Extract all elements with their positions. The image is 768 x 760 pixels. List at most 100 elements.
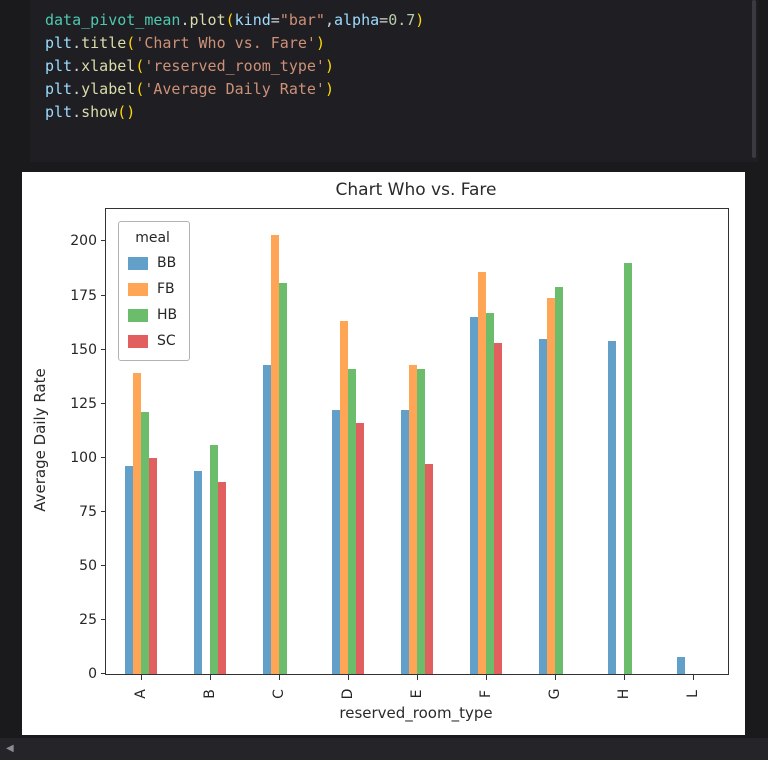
plot-area: meal BB FB HB SC 0 25 50 75 100 125 150 175 200 A B C D… (70, 208, 729, 699)
code-token[interactable]: = (379, 11, 389, 29)
x-tick-label: B (201, 689, 218, 699)
bar-bb (262, 364, 271, 674)
legend-label: SC (157, 333, 176, 349)
bar-fb (132, 373, 141, 674)
code-token[interactable]: 0.7 (388, 11, 416, 29)
y-tick-mark (101, 402, 106, 404)
bar-sc (425, 464, 433, 674)
y-tick-label: 200 (70, 233, 97, 250)
bar-hb (347, 369, 356, 674)
code-token[interactable]: ) (324, 80, 334, 98)
y-tick-mark (101, 456, 106, 458)
y-tick-label: 175 (70, 287, 97, 304)
bar-bb (193, 470, 202, 674)
legend-item: HB (128, 302, 177, 328)
bar-group (331, 321, 364, 674)
scroll-left-icon[interactable]: ◀ (6, 743, 14, 754)
bar-hb (209, 444, 218, 674)
code-token[interactable]: . (72, 103, 82, 121)
code-line[interactable]: plt.title('Chart Who vs. Fare') (45, 32, 758, 55)
code-token[interactable]: plt (45, 34, 73, 52)
legend: meal BB FB HB SC (118, 221, 191, 361)
code-token[interactable]: ) (324, 57, 334, 75)
bar-sc (355, 423, 364, 674)
x-tick-label: E (409, 689, 425, 699)
code-token[interactable]: , (324, 11, 334, 29)
code-token[interactable]: . (72, 34, 82, 52)
scrollbar-thumb[interactable] (752, 0, 756, 158)
code-token[interactable]: ( (126, 34, 136, 52)
y-tick-mark (101, 618, 106, 620)
code-token[interactable]: ( (135, 57, 145, 75)
code-cell[interactable]: data_pivot_mean.plot(kind="bar",alpha=0.… (30, 0, 758, 162)
code-token[interactable]: plot (189, 11, 226, 29)
code-token[interactable]: ) (415, 11, 425, 29)
bar-fb (547, 297, 556, 674)
code-token[interactable]: data_pivot_mean (45, 11, 181, 29)
bar-group (677, 656, 709, 674)
y-axis-label: Average Daily Rate (31, 368, 49, 512)
code-token[interactable]: 'Average Daily Rate' (144, 80, 325, 98)
code-line[interactable]: plt.ylabel('Average Daily Rate') (45, 78, 758, 101)
code-token[interactable]: . (180, 11, 190, 29)
legend-label: HB (157, 307, 178, 323)
code-token[interactable]: kind (234, 11, 271, 29)
code-token[interactable]: alpha (334, 11, 380, 29)
bottom-scrollbar[interactable]: ◀ (0, 738, 768, 760)
code-token[interactable]: xlabel (81, 57, 136, 75)
y-tick-mark (101, 564, 106, 566)
code-token[interactable]: title (81, 34, 127, 52)
code-token[interactable]: 'Chart Who vs. Fare' (135, 34, 316, 52)
bar-fb (409, 364, 417, 674)
x-tick-label: A (132, 689, 149, 699)
code-token[interactable]: plt (45, 80, 73, 98)
legend-item: SC (128, 328, 177, 354)
code-token[interactable]: . (72, 80, 82, 98)
code-line[interactable]: data_pivot_mean.plot(kind="bar",alpha=0.… (45, 9, 758, 32)
legend-swatch (128, 256, 148, 270)
code-token[interactable]: show (81, 103, 118, 121)
chart-figure: Chart Who vs. Fare Average Daily Rate me… (22, 172, 745, 735)
legend-label: BB (157, 255, 177, 271)
legend-item: FB (128, 276, 177, 302)
bar-bb (608, 340, 617, 674)
code-token[interactable]: ( (225, 11, 235, 29)
y-tick-label: 100 (70, 449, 97, 466)
code-token[interactable]: = (270, 11, 280, 29)
x-tick-mark (555, 674, 557, 680)
bar-group (262, 234, 295, 674)
bar-fb (270, 234, 279, 674)
x-tick-mark (417, 674, 418, 680)
x-tick-label: H (616, 688, 633, 700)
bar-group (608, 263, 640, 674)
code-token[interactable]: ( (135, 80, 145, 98)
code-token[interactable]: 'reserved_room_type' (144, 57, 325, 75)
bar-bb (539, 338, 548, 674)
legend-item: BB (128, 250, 177, 276)
bar-hb (417, 369, 425, 674)
y-tick-label: 75 (79, 503, 97, 520)
bar-group (470, 271, 503, 674)
code-line[interactable]: plt.xlabel('reserved_room_type') (45, 55, 758, 78)
chart-title: Chart Who vs. Fare (335, 180, 497, 200)
code-token[interactable]: ( (117, 103, 127, 121)
x-tick-mark (693, 674, 695, 680)
bar-bb (331, 410, 340, 674)
code-token[interactable]: ) (126, 103, 136, 121)
x-tick-label: D (339, 688, 356, 700)
code-token[interactable]: ) (315, 34, 325, 52)
bar-group (401, 364, 433, 674)
y-tick-label: 0 (88, 666, 97, 682)
code-token[interactable]: . (72, 57, 82, 75)
code-line[interactable]: plt.show() (45, 101, 758, 124)
code-token[interactable]: ylabel (81, 80, 136, 98)
code-editor[interactable]: data_pivot_mean.plot(kind="bar",alpha=0.… (30, 0, 758, 124)
code-token[interactable]: plt (45, 57, 73, 75)
bar-group (539, 286, 571, 674)
x-tick-mark (140, 674, 142, 680)
x-tick-mark (347, 674, 349, 680)
code-token[interactable]: "bar" (279, 11, 325, 29)
y-tick-mark (101, 510, 106, 512)
code-token[interactable]: plt (45, 103, 73, 121)
bar-fb (478, 271, 487, 674)
